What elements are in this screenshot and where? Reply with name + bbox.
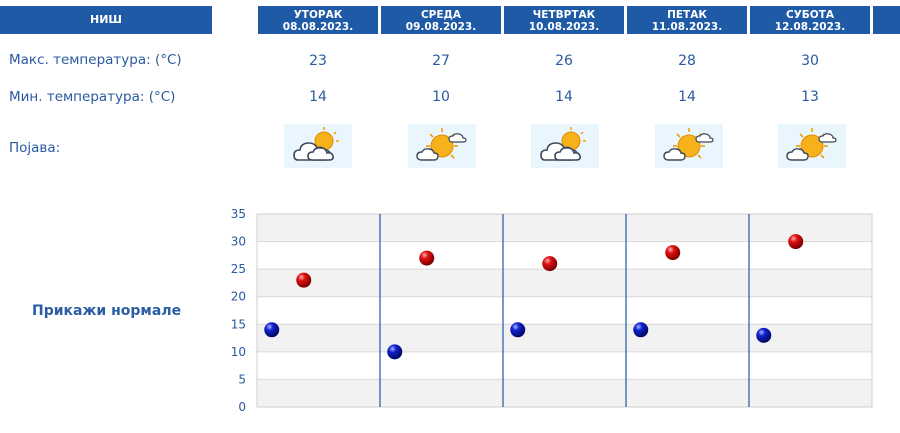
day-name: ПЕТАК <box>667 9 707 21</box>
max-temp-point <box>542 256 558 272</box>
cloudy-sun-icon <box>284 124 352 168</box>
grid-band <box>257 324 872 352</box>
y-tick-label: 20 <box>231 290 246 304</box>
phenomenon-label: Појава: <box>9 140 61 156</box>
max-temp-value: 23 <box>309 53 327 69</box>
day-name: СУБОТА <box>785 9 835 21</box>
max-temp-value: 27 <box>432 53 450 69</box>
min-temp-value: 14 <box>309 89 327 105</box>
day-date: 11.08.2023. <box>651 21 723 33</box>
day-name: УТОРАК <box>293 9 343 21</box>
max-temp-value: 28 <box>678 53 696 69</box>
city-name: НИШ <box>89 13 122 26</box>
max-temp-point <box>419 250 435 266</box>
partly-sunny-icon <box>408 124 476 168</box>
show-normals-link[interactable]: Прикажи нормале <box>32 303 182 319</box>
day-name: СРЕДА <box>420 9 462 21</box>
max-temp-value: 30 <box>801 53 819 69</box>
day-date: 08.08.2023. <box>282 21 354 33</box>
y-tick-label: 30 <box>231 235 246 249</box>
y-tick-label: 5 <box>238 372 246 386</box>
max-temp-label: Макс. температура: (°C) <box>9 52 182 68</box>
min-temp-point <box>633 322 649 338</box>
temperature-chart: 0 5 10 15 20 25 30 35 <box>231 207 873 414</box>
min-temp-value: 14 <box>555 89 573 105</box>
partly-sunny-icon <box>778 124 846 168</box>
plot-frame <box>256 213 873 408</box>
day-date: 09.08.2023. <box>405 21 477 33</box>
grid-band <box>257 214 872 242</box>
min-temp-value: 10 <box>432 89 450 105</box>
y-tick-label: 25 <box>231 262 246 276</box>
header-filler <box>873 6 900 34</box>
min-temp-label: Мин. температура: (°C) <box>9 89 176 105</box>
day-header-3: ЧЕТВРТАК 10.08.2023. <box>504 6 624 34</box>
day-name: ЧЕТВРТАК <box>532 9 596 21</box>
y-tick-label: 35 <box>231 207 246 221</box>
grid-band <box>257 269 872 297</box>
partly-sunny-icon <box>655 124 723 168</box>
y-tick-label: 0 <box>238 400 246 414</box>
day-header-1: УТОРАК 08.08.2023. <box>258 6 378 34</box>
day-date: 10.08.2023. <box>528 21 600 33</box>
forecast-header: НИШ УТОРАК 08.08.2023. СРЕДА 09.08.2023.… <box>0 0 900 34</box>
day-header-2: СРЕДА 09.08.2023. <box>381 6 501 34</box>
cloudy-sun-icon <box>531 124 599 168</box>
min-temp-value: 14 <box>678 89 696 105</box>
min-temp-point <box>387 344 403 360</box>
max-temp-point <box>788 234 804 250</box>
max-temp-value: 26 <box>555 53 573 69</box>
day-date: 12.08.2023. <box>774 21 846 33</box>
max-temp-point <box>296 272 312 288</box>
city-name-cell: НИШ <box>0 6 212 34</box>
grid-band <box>257 379 872 407</box>
day-header-4: ПЕТАК 11.08.2023. <box>627 6 747 34</box>
min-temp-point <box>756 327 772 343</box>
day-header-5: СУБОТА 12.08.2023. <box>750 6 870 34</box>
y-tick-label: 10 <box>231 345 246 359</box>
min-temp-value: 13 <box>801 89 819 105</box>
min-temp-point <box>510 322 526 338</box>
min-temp-point <box>264 322 280 338</box>
max-temp-point <box>665 245 681 261</box>
y-tick-label: 15 <box>231 317 246 331</box>
